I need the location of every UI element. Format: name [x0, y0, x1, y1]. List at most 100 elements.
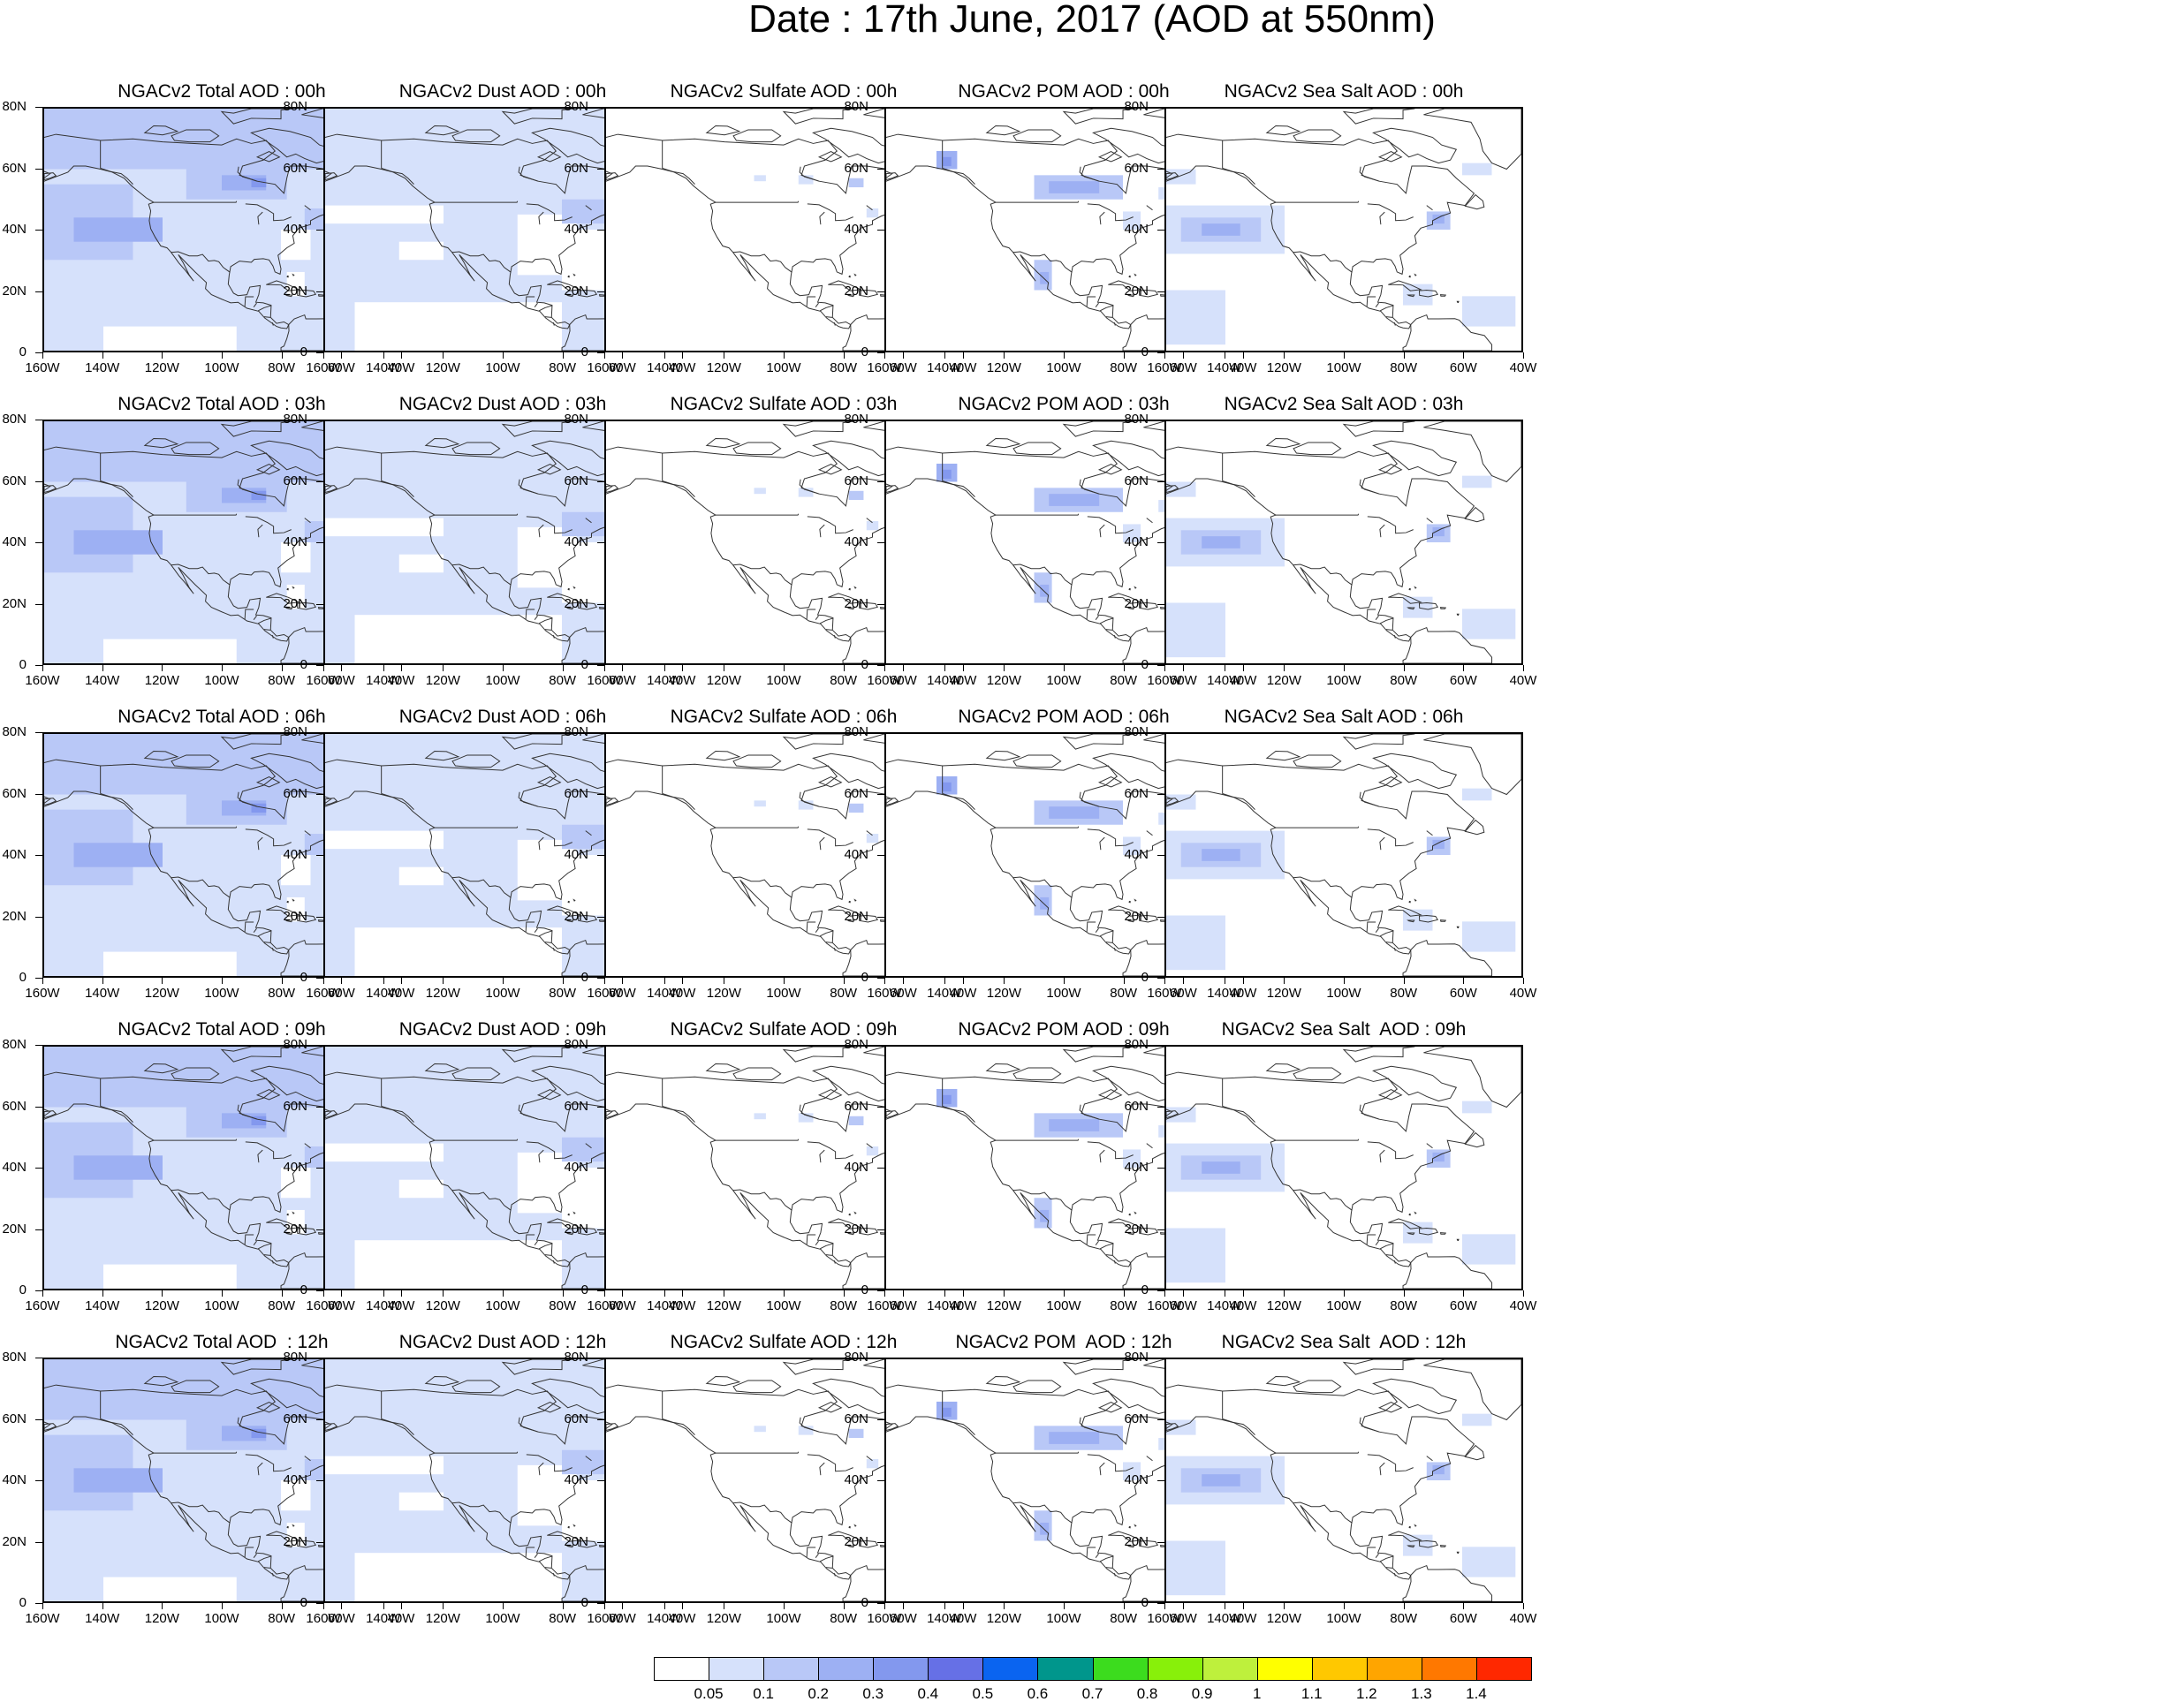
political-border [866, 1456, 873, 1462]
lon-tick [843, 1290, 845, 1297]
lat-tick [316, 542, 323, 543]
lon-tick [1064, 665, 1065, 671]
lon-tick [443, 352, 444, 359]
political-border [244, 609, 254, 620]
lat-tick-label: 20N [1124, 1533, 1149, 1549]
aod-patch [1202, 223, 1240, 236]
lat-tick [316, 1229, 323, 1230]
coastline [828, 593, 862, 604]
lat-tick-label: 0 [1141, 657, 1149, 672]
coastline [317, 294, 325, 297]
panel-title: NGACv2 POM AOD : 03h [958, 394, 1170, 414]
lon-tick [843, 1603, 845, 1609]
lat-tick [1157, 1418, 1164, 1420]
map-panel-seasalt-00h: NGACv2 Sea Salt AOD : 00h 80N 60N 40N 20N 0 16… [1122, 81, 1564, 394]
lon-tick-label: 160W [1147, 986, 1182, 1001]
political-border [942, 1418, 975, 1435]
lon-tick-label: 120W [706, 360, 741, 375]
lon-tick [562, 1290, 564, 1297]
coastline [143, 1063, 179, 1074]
political-border [819, 617, 834, 624]
coastline [536, 1089, 562, 1101]
lon-tick [503, 665, 504, 671]
coastline [1166, 798, 1179, 806]
lon-tick [1523, 978, 1524, 984]
panel-title: NGACv2 POM AOD : 06h [958, 707, 1170, 727]
lat-tick-label: 40N [564, 1472, 588, 1487]
coastline [1108, 1218, 1142, 1229]
lat-tick-label: 20N [283, 283, 307, 299]
coastline [848, 900, 851, 904]
lon-tick-label: 160W [587, 673, 622, 688]
aod-patch [1462, 1547, 1516, 1577]
aod-patch [562, 824, 607, 850]
aod-patch [281, 855, 311, 886]
political-border [806, 609, 816, 620]
political-border [1095, 1240, 1099, 1246]
political-border [995, 1451, 1080, 1454]
aod-patch [73, 1155, 163, 1180]
lat-tick [877, 978, 884, 979]
aod-patch [44, 1359, 370, 1420]
coastline [501, 109, 574, 125]
coastline [1126, 1545, 1135, 1548]
political-border [807, 1454, 853, 1472]
political-border [1012, 1189, 1073, 1211]
lon-tick [944, 665, 945, 671]
political-border [807, 516, 853, 534]
coastline [1402, 314, 1493, 351]
political-border [1113, 635, 1116, 639]
lon-tick [222, 1290, 223, 1297]
lon-tick-label: 100W [1326, 986, 1361, 1001]
coastline [1092, 1065, 1178, 1102]
lat-tick-label: 60N [1124, 1411, 1149, 1426]
lon-tick [102, 352, 103, 359]
lon-tick [383, 352, 384, 359]
aod-patch [281, 1480, 311, 1511]
aod-patch [866, 834, 879, 843]
lon-tick-label: 160W [25, 986, 60, 1001]
coastline [1012, 754, 1062, 768]
political-border [518, 479, 539, 495]
coastline [1166, 446, 1475, 642]
coastline [886, 798, 899, 806]
aod-patch [942, 469, 952, 480]
lat-tick-label: 60N [283, 1411, 307, 1426]
coastline [1342, 734, 1415, 750]
political-border [799, 479, 820, 495]
political-border [866, 1143, 873, 1149]
lon-tick [42, 352, 43, 359]
coastline [1377, 1402, 1403, 1413]
lat-tick-label: 40N [283, 1160, 307, 1175]
political-border [263, 942, 271, 943]
political-border [732, 564, 792, 586]
political-border [1099, 617, 1114, 624]
lon-tick [604, 665, 605, 671]
colorbar-label: 1.3 [1411, 1685, 1432, 1702]
lon-tick-label: 80W [1390, 1298, 1418, 1313]
coastlines [1166, 734, 1521, 976]
aod-patch [1166, 794, 1196, 810]
lon-tick-label: 160W [867, 1611, 902, 1626]
lat-tick-label: 60N [1124, 785, 1149, 801]
coastline [1012, 1067, 1062, 1081]
lon-tick-label: 60W [1449, 360, 1477, 375]
aod-patch [1403, 1534, 1433, 1556]
political-border [100, 1418, 133, 1435]
coastline [286, 900, 289, 904]
lon-tick-label: 140W [85, 1611, 120, 1626]
lat-tick [877, 855, 884, 856]
lon-tick-label: 40W [949, 1611, 977, 1626]
lon-tick-label: 40W [949, 673, 977, 688]
aod-patch [562, 1449, 607, 1475]
political-border [715, 513, 800, 516]
lat-tick-label: 0 [19, 1595, 27, 1610]
colorbar-label: 1.2 [1355, 1685, 1377, 1702]
colorbar-label: 0.2 [808, 1685, 829, 1702]
coastline [1126, 919, 1135, 923]
lon-tick [784, 978, 785, 984]
lat-tick [1157, 1480, 1164, 1481]
lat-tick [1157, 107, 1164, 108]
lon-tick [1344, 1603, 1345, 1609]
coastline [1418, 290, 1439, 298]
